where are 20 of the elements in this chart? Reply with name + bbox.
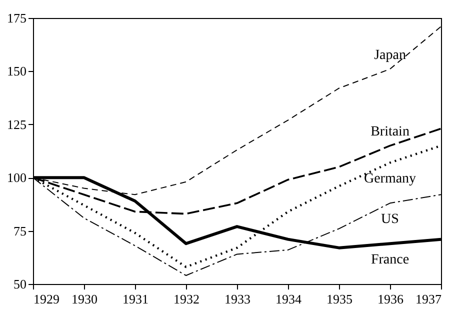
series-label: Britain	[370, 124, 410, 140]
series-label: US	[381, 212, 399, 228]
y-tick-label: 150	[7, 64, 26, 79]
x-tick-label: 1929	[34, 292, 60, 306]
y-tick-label: 175	[7, 10, 26, 26]
x-tick-label: 1931	[122, 292, 148, 306]
series-label: France	[370, 252, 410, 268]
y-tick-label: 125	[7, 116, 26, 132]
x-tick-label: 1934	[276, 292, 302, 306]
x-tick-label: 1937	[416, 292, 442, 306]
x-tick-label: 1936	[378, 292, 404, 306]
y-tick-label: 75	[14, 223, 26, 238]
series-label: Germany	[364, 172, 416, 187]
x-tick-label: 1935	[326, 292, 352, 306]
y-tick-label: 100	[7, 170, 26, 186]
x-tick-label: 1932	[174, 292, 200, 306]
x-tick-label: 1933	[224, 292, 250, 306]
series-label: Japan	[374, 48, 406, 64]
x-tick-label: 1930	[72, 292, 98, 306]
y-tick-label: 50	[14, 276, 26, 292]
